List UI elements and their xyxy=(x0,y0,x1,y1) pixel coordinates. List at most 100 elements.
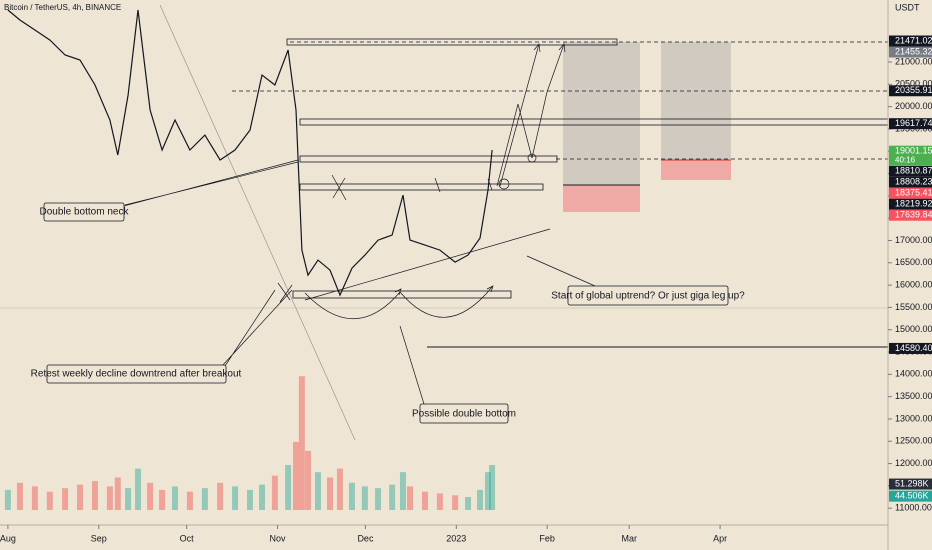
volume-bar xyxy=(293,441,299,510)
y-tick-label: 15000.00 xyxy=(895,324,932,334)
callout-line xyxy=(221,289,293,367)
price-label-box xyxy=(889,165,932,177)
price-label: 18375.41 xyxy=(895,188,932,198)
volume-bar xyxy=(259,484,266,510)
volume-label-box xyxy=(889,490,932,502)
volume-bar xyxy=(159,489,166,510)
x-tick-label: Aug xyxy=(0,533,16,543)
volume-bar xyxy=(31,486,38,510)
price-label: 17639.84 xyxy=(895,210,932,220)
volume-bar xyxy=(232,486,239,510)
position-loss xyxy=(563,185,640,212)
annotation: Start of global uptrend? Or just giga le… xyxy=(551,285,745,306)
y-tick-label: 13000.00 xyxy=(895,413,932,423)
position-loss xyxy=(661,160,731,180)
support-line xyxy=(304,228,551,301)
y-tick-label: 11000.00 xyxy=(895,503,932,513)
x-tick-label: Sep xyxy=(91,533,107,543)
volume-bar xyxy=(125,488,132,510)
x-tick-label: Apr xyxy=(713,533,727,543)
annotation-text: Double bottom neck xyxy=(40,207,130,218)
volume-bar xyxy=(489,465,496,510)
volume-bar xyxy=(336,468,343,510)
y-tick-label: 12000.00 xyxy=(895,458,932,468)
volume-bar xyxy=(348,482,355,510)
level-box xyxy=(299,155,558,163)
volume-bar xyxy=(421,491,428,510)
arrow-head xyxy=(533,43,566,53)
position-profit xyxy=(563,42,640,185)
volume-bar xyxy=(91,481,98,510)
price-label-box xyxy=(889,118,932,130)
x-tick-label: Oct xyxy=(180,533,195,543)
volume-bar xyxy=(16,482,23,510)
annotation-text: Possible double bottom xyxy=(412,409,516,420)
series xyxy=(4,9,496,510)
price-label: 21471.02 xyxy=(895,35,932,45)
callout-line xyxy=(119,159,299,208)
annotation: Double bottom neck xyxy=(40,202,130,222)
volume-bar xyxy=(298,376,305,510)
volume-bar xyxy=(314,472,321,510)
price-line xyxy=(7,9,493,297)
volume-bar xyxy=(389,484,396,510)
price-label-box xyxy=(889,187,932,199)
volume-bar xyxy=(305,450,312,510)
price-label: 14580.40 xyxy=(895,343,932,353)
volume-bar xyxy=(46,491,53,510)
volume-bar xyxy=(217,482,224,510)
price-label: 21455.32 xyxy=(895,46,932,56)
price-label-box xyxy=(889,198,932,210)
volume-bar xyxy=(171,486,178,510)
volume-bar xyxy=(361,486,368,510)
volume-bar xyxy=(77,484,84,510)
axes: AugSepOctNovDec2023FebMarApr11000.001150… xyxy=(0,35,932,543)
cross-mark xyxy=(277,174,493,303)
annotation: Possible double bottom xyxy=(412,403,516,424)
volume-bar xyxy=(4,489,11,510)
currency: USDT xyxy=(895,2,920,12)
x-tick-label: Feb xyxy=(539,533,555,543)
callout-line xyxy=(399,325,425,405)
volume-bar xyxy=(407,486,414,510)
price-label-box xyxy=(889,35,932,47)
annotation: Retest weekly decline downtrend after br… xyxy=(31,364,242,384)
arrow-head xyxy=(394,285,494,296)
price-label-box xyxy=(889,342,932,354)
projection-path xyxy=(496,43,565,187)
countdown-box xyxy=(889,155,932,166)
level-box xyxy=(292,290,512,299)
level-box xyxy=(299,183,544,191)
volume-bar xyxy=(135,468,142,510)
y-tick-label: 21000.00 xyxy=(895,56,932,66)
volume-label: 44.506K xyxy=(895,491,929,501)
volume-bar xyxy=(452,495,459,510)
volume-bar xyxy=(465,497,472,510)
price-label: 19001.15 xyxy=(895,146,932,156)
price-label: 18810.87 xyxy=(895,166,932,176)
volume-bar xyxy=(375,488,382,510)
price-label: 19617.74 xyxy=(895,118,932,128)
volume-bar xyxy=(326,477,333,510)
countdown: 40:16 xyxy=(895,155,916,164)
volume-bar xyxy=(271,475,278,510)
volume-bar xyxy=(399,472,406,510)
price-label-box xyxy=(889,209,932,221)
price-label-box xyxy=(889,176,932,188)
y-tick-label: 15500.00 xyxy=(895,302,932,312)
y-tick-label: 14000.00 xyxy=(895,369,932,379)
y-tick-label: 17000.00 xyxy=(895,235,932,245)
volume-bar xyxy=(246,489,253,510)
y-tick-label: 16500.00 xyxy=(895,257,932,267)
volume-bar xyxy=(186,491,193,510)
x-tick-label: Mar xyxy=(621,533,637,543)
volume-bar xyxy=(62,488,69,510)
volume-bar xyxy=(285,465,292,510)
drawings xyxy=(0,4,889,441)
price-label: 18808.23 xyxy=(895,177,932,187)
circle-mark xyxy=(498,178,510,190)
volume-bar xyxy=(477,489,484,510)
volume-bar xyxy=(436,493,443,510)
trend-line xyxy=(159,4,356,441)
